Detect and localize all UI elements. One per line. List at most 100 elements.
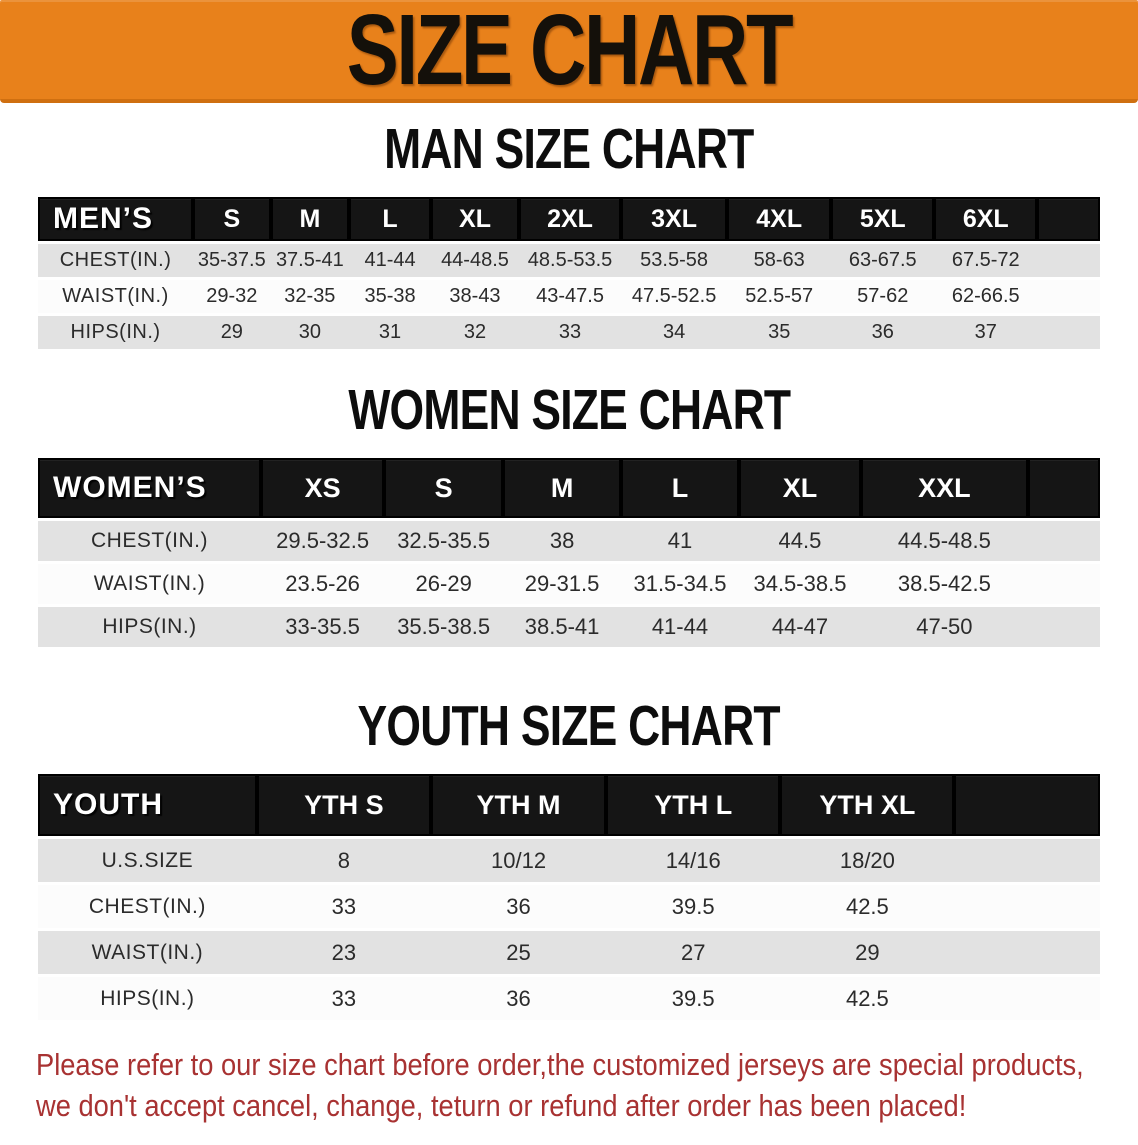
row-filler	[1037, 316, 1100, 349]
size-value-cell: 26-29	[415, 571, 472, 596]
size-value-cell: 31.5-34.5	[633, 571, 727, 596]
youth-size-section: YOUTH SIZE CHART YOUTH YTH S YTH M YTH L YTH…	[0, 698, 1138, 1023]
size-value-cell: 43-47.5	[536, 285, 604, 307]
measurement-row: HIPS(IN.) 29 30 31 32 33 34 35 36 37	[38, 316, 1100, 349]
size-value-cell: 33-35.5	[285, 614, 360, 639]
disclaimer-text: Please refer to our size chart before or…	[36, 1045, 1138, 1127]
size-value-cell: 27	[680, 939, 706, 965]
size-value-cell: 53.5-58	[640, 249, 709, 271]
size-column-header: YTH M	[430, 774, 607, 836]
size-value-cell: 14/16	[665, 847, 721, 873]
women-size-section: WOMEN SIZE CHART WOMEN’S XS S M L XL XXL CHEST(…	[0, 382, 1138, 650]
size-value-cell: 33	[331, 893, 357, 919]
size-column-header: S	[193, 197, 271, 241]
size-value-cell: 39.5	[671, 893, 715, 919]
size-value-cell: 44.5-48.5	[897, 528, 991, 553]
size-value-cell: 44-48.5	[441, 249, 509, 271]
size-value-cell: 34.5-38.5	[753, 571, 847, 596]
size-value-cell: 38-43	[449, 285, 501, 307]
row-label: CHEST(IN.)	[59, 249, 172, 271]
header-filler	[1037, 197, 1100, 241]
size-value-cell: 67.5-72	[951, 249, 1020, 271]
size-column-header: YTH L	[606, 774, 781, 836]
size-value-cell: 52.5-57	[745, 285, 814, 307]
size-value-cell: 36	[871, 321, 894, 343]
row-filler	[954, 977, 1100, 1020]
row-filler	[1028, 607, 1100, 647]
size-value-cell: 35-38	[364, 285, 416, 307]
size-value-cell: 33	[558, 321, 582, 343]
size-value-cell: 10/12	[491, 847, 547, 873]
size-value-cell: 47-50	[916, 614, 973, 639]
size-column-header: M	[503, 458, 622, 518]
size-value-cell: 35-37.5	[197, 249, 266, 271]
size-value-cell: 38.5-42.5	[897, 571, 991, 596]
size-column-header: YTH S	[256, 774, 431, 836]
size-value-cell: 44-47	[771, 614, 829, 639]
size-value-cell: 38	[549, 528, 575, 553]
size-column-header: L	[349, 197, 431, 241]
measurement-row: WAIST(IN.) 23 25 27 29	[38, 931, 1100, 974]
size-value-cell: 23	[331, 939, 357, 965]
size-value-cell: 44.5	[778, 528, 822, 553]
size-value-cell: 8	[337, 847, 350, 873]
measurement-row: HIPS(IN.) 33 36 39.5 42.5	[38, 977, 1100, 1020]
size-value-cell: 29	[855, 939, 880, 965]
row-filler	[954, 839, 1100, 882]
row-label: HIPS(IN.)	[102, 615, 197, 638]
measurement-row: CHEST(IN.) 29.5-32.5 32.5-35.5 38 41 44.5 44.5…	[38, 521, 1100, 561]
size-column-header: 6XL	[934, 197, 1038, 241]
row-label: CHEST(IN.)	[91, 529, 208, 552]
size-value-cell: 32-35	[284, 285, 336, 307]
size-value-cell: 29-31.5	[524, 571, 600, 596]
size-chart-banner: SIZE CHART	[0, 0, 1138, 103]
size-value-cell: 29.5-32.5	[276, 528, 370, 553]
size-column-header: 3XL	[621, 197, 728, 241]
row-label: WAIST(IN.)	[91, 940, 204, 964]
size-value-cell: 41	[667, 528, 693, 553]
size-column-header: S	[384, 458, 504, 518]
size-value-cell: 62-66.5	[951, 285, 1020, 307]
header-filler	[954, 774, 1100, 836]
size-value-cell: 33	[331, 985, 357, 1011]
measurement-row: CHEST(IN.) 35-37.5 37.5-41 41-44 44-48.5 48.5…	[38, 244, 1100, 277]
size-value-cell: 29	[220, 321, 243, 343]
size-value-cell: 37.5-41	[275, 249, 344, 271]
size-column-header: 5XL	[831, 197, 935, 241]
size-header-row: WOMEN’S XS S M L XL XXL	[38, 458, 1100, 518]
table-corner-label: WOMEN’S	[38, 458, 262, 518]
women-section-heading: WOMEN SIZE CHART	[0, 382, 1138, 439]
size-value-cell: 25	[506, 939, 531, 965]
size-value-cell: 47.5-52.5	[631, 285, 717, 307]
youth-section-heading-text: YOUTH SIZE CHART	[357, 694, 781, 758]
size-value-cell: 63-67.5	[848, 249, 917, 271]
size-column-header: XS	[261, 458, 385, 518]
size-value-cell: 35	[768, 321, 791, 343]
measurement-row: U.S.SIZE 8 10/12 14/16 18/20	[38, 839, 1100, 882]
youth-size-table: YOUTH YTH S YTH M YTH L YTH XL U.S.SIZE 8 10/12…	[38, 771, 1100, 1023]
row-label: WAIST(IN.)	[93, 572, 206, 595]
men-size-section: MAN SIZE CHART MEN’S S M L XL 2XL 3XL 4XL 5XL 6XL…	[0, 121, 1138, 352]
size-value-cell: 32	[463, 321, 487, 343]
size-column-header: L	[621, 458, 739, 518]
measurement-row: WAIST(IN.) 23.5-26 26-29 29-31.5 31.5-34.5 34…	[38, 564, 1100, 604]
row-filler	[1037, 244, 1100, 277]
measurement-row: WAIST(IN.) 29-32 32-35 35-38 38-43 43-47.5 47.…	[38, 280, 1100, 313]
size-column-header: M	[270, 197, 350, 241]
row-label: U.S.SIZE	[101, 848, 194, 872]
men-size-table: MEN’S S M L XL 2XL 3XL 4XL 5XL 6XL CHEST(IN.) 35-37…	[38, 194, 1100, 352]
size-value-cell: 36	[506, 893, 531, 919]
size-value-cell: 37	[974, 321, 997, 343]
size-value-cell: 36	[506, 985, 531, 1011]
size-value-cell: 35.5-38.5	[397, 614, 491, 639]
header-filler	[1027, 458, 1100, 518]
row-label: HIPS(IN.)	[70, 321, 161, 343]
size-value-cell: 58-63	[753, 249, 805, 271]
row-label: HIPS(IN.)	[100, 986, 195, 1010]
disclaimer-line-2: we don't accept cancel, change, teturn o…	[36, 1087, 967, 1123]
size-column-header: XXL	[861, 458, 1028, 518]
row-filler	[954, 885, 1100, 928]
size-value-cell: 42.5	[845, 985, 889, 1011]
size-value-cell: 42.5	[845, 893, 889, 919]
size-value-cell: 31	[378, 321, 402, 343]
